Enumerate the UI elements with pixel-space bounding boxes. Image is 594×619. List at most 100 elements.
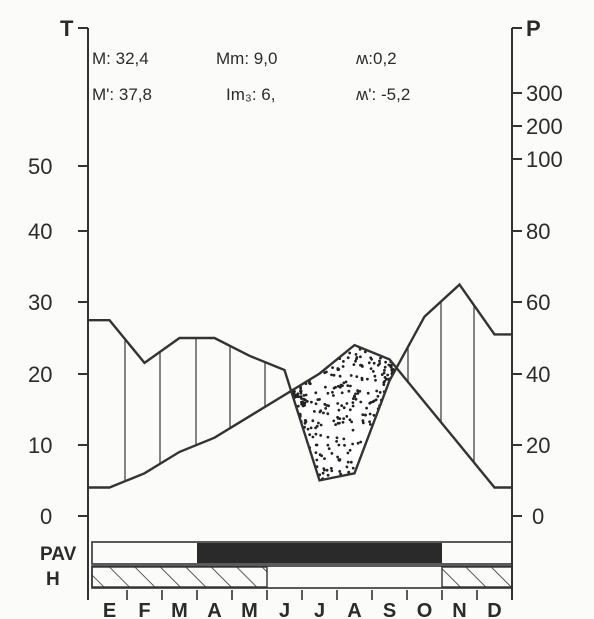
stipple-dot (361, 419, 365, 423)
stipple-dot (358, 389, 362, 393)
stipple-dot (338, 374, 342, 378)
stipple-dot (384, 377, 388, 381)
stat-abs-min-prime: ʍ': -5,2 (356, 85, 410, 104)
stipple-dot (345, 402, 349, 405)
stipple-dot (355, 375, 359, 378)
stipple-dot (335, 436, 339, 440)
right-tick-label: 80 (526, 219, 550, 244)
stipple-dot (347, 470, 351, 474)
stipple-dot (348, 351, 352, 355)
stipple-dot (330, 469, 334, 473)
stipple-dot (299, 387, 302, 390)
stipple-dot (372, 413, 376, 417)
stipple-dot (347, 389, 351, 393)
stat-m-prime: M': 37,8 (92, 85, 152, 104)
stat-value: : 37,8 (109, 85, 152, 104)
stipple-dot (330, 373, 333, 377)
stipple-dot (318, 453, 322, 457)
stipple-dot (334, 423, 337, 426)
stipple-dot (351, 401, 355, 404)
h-hatched-segment (441, 566, 513, 588)
stipple-dot (374, 378, 377, 382)
stipple-dot (324, 385, 327, 389)
stipple-dot (322, 411, 325, 415)
stipple-dot (373, 374, 377, 378)
pav-filled-segment (197, 543, 442, 563)
stat-value: : 32,4 (106, 49, 149, 68)
stipple-dot (327, 447, 331, 450)
stipple-dot (326, 443, 330, 447)
right-tick-label: 300 (526, 81, 563, 106)
stipple-dot (339, 472, 342, 476)
month-label: O (417, 600, 433, 619)
stipple-dot (341, 420, 345, 424)
stipple-dot (299, 397, 303, 400)
stipple-dot (346, 384, 350, 387)
stipple-dot (315, 443, 319, 447)
stipple-dot (359, 400, 363, 404)
stipple-dot (332, 394, 335, 397)
stipple-dot (382, 381, 386, 384)
stipple-dot (319, 423, 323, 427)
stipple-dot (314, 451, 318, 454)
plot-area (88, 282, 512, 489)
stipple-dot (324, 407, 328, 410)
stipple-dot (338, 470, 342, 473)
stipple-dot (321, 471, 325, 475)
h-label: H (46, 569, 60, 590)
stipple-dot (378, 359, 381, 363)
right-tick-label: 200 (526, 114, 563, 139)
stipple-dot (331, 366, 334, 369)
stipple-dot (342, 381, 346, 385)
stipple-dot (323, 402, 327, 406)
month-label: M (171, 600, 188, 619)
stipple-dot (366, 391, 370, 395)
stipple-dot (314, 432, 318, 436)
stipple-dot (351, 466, 355, 470)
stipple-dot (354, 359, 357, 363)
stipple-dot (384, 360, 387, 364)
right-ticks: 0 20 40 60 80 100 200 300 (512, 81, 563, 529)
left-axis-title: T (60, 16, 74, 41)
stipple-dot (315, 458, 319, 462)
stipple-dot (349, 374, 353, 377)
stipple-dot (296, 392, 300, 396)
stipple-dot (383, 365, 387, 369)
stipple-dot (352, 363, 356, 366)
month-label: N (452, 600, 466, 619)
month-label: E (103, 600, 116, 619)
stipple-dot (342, 437, 346, 441)
h-hatched-segment (91, 566, 268, 588)
stipple-dot (329, 466, 333, 470)
stipple-dot (379, 356, 382, 360)
stipple-dot (364, 413, 367, 417)
right-tick-label: 40 (526, 362, 550, 387)
stipple-dot (314, 391, 318, 395)
stipple-dot (323, 457, 326, 460)
stipple-dot (326, 391, 330, 395)
stipple-dot (350, 420, 353, 424)
left-tick-label: 0 (40, 504, 52, 529)
stipple-dot (308, 433, 312, 436)
stipple-dot (332, 419, 336, 423)
stat-label: M (92, 49, 106, 68)
stat-value: : -5,2 (372, 85, 411, 104)
stipple-dot (368, 420, 371, 424)
stipple-dot (326, 473, 330, 477)
left-tick-label: 30 (28, 290, 52, 315)
left-tick-label: 10 (28, 433, 52, 458)
month-label: M (241, 600, 258, 619)
stipple-dot (311, 435, 315, 439)
right-tick-label: 0 (532, 504, 544, 529)
stipple-dot (342, 360, 345, 363)
stipple-dot (376, 394, 380, 398)
stipple-dot (310, 400, 313, 404)
stipple-dot (360, 378, 364, 382)
stipple-dot (330, 452, 334, 455)
stipple-dot (356, 389, 359, 393)
stipple-dot (341, 365, 345, 368)
stipple-dot (336, 455, 339, 459)
